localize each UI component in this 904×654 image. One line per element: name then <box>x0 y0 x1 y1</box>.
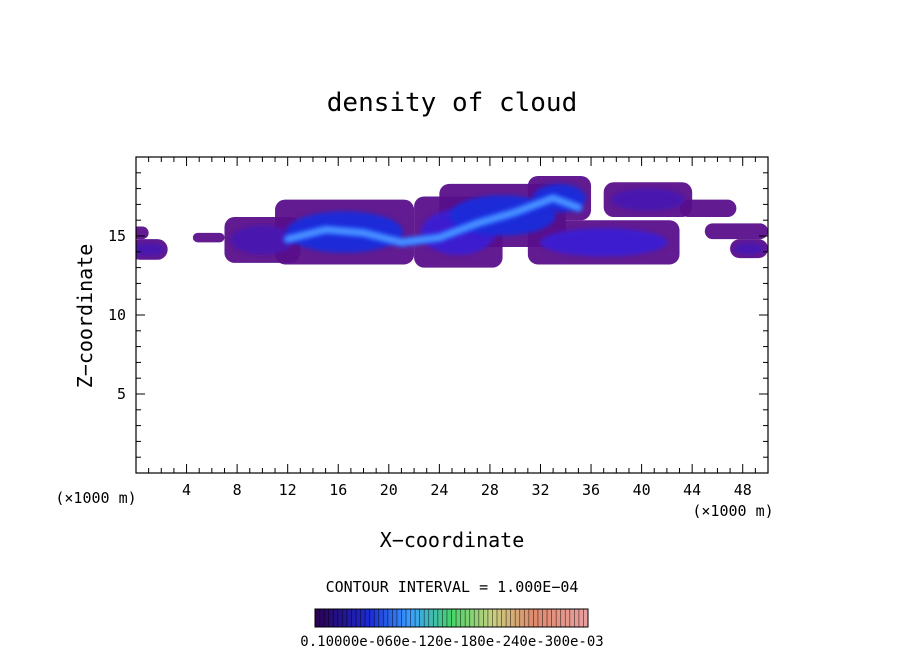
cloud-region-core <box>136 242 165 257</box>
y-tick-label: 15 <box>108 227 126 245</box>
x-tick-label: 44 <box>683 481 701 499</box>
x-tick-label: 40 <box>633 481 651 499</box>
cloud-region-outer <box>679 199 737 218</box>
y-tick-label: 5 <box>117 385 126 403</box>
y-tick-label: 10 <box>108 306 126 324</box>
colorbar-tick-labels: 0.10000e-060e-120e-180e-240e-300e-03 <box>300 634 603 650</box>
x-tick-label: 16 <box>329 481 347 499</box>
chart-title: density of cloud <box>327 88 577 118</box>
x-tick-label: 12 <box>279 481 297 499</box>
cloud-peak-band <box>286 196 580 244</box>
x-tick-label: 4 <box>182 481 191 499</box>
cloud-region-outer <box>704 223 768 240</box>
x-tick-label: 48 <box>734 481 752 499</box>
x-tick-label: 32 <box>531 481 549 499</box>
x-tick-label: 24 <box>430 481 448 499</box>
colorbar <box>314 608 589 628</box>
x-tick-label: 8 <box>233 481 242 499</box>
x-tick-label: 36 <box>582 481 600 499</box>
x-unit-left: (×1000 m) <box>55 489 136 507</box>
contour-interval-text: CONTOUR INTERVAL = 1.000E−04 <box>326 578 579 596</box>
x-unit-right: (×1000 m) <box>692 502 773 520</box>
y-axis-ticks: 5 10 15 <box>108 172 768 458</box>
cloud-region-core <box>539 228 668 257</box>
x-tick-label: 28 <box>481 481 499 499</box>
x-tick-label: 20 <box>380 481 398 499</box>
cloud-region-core <box>733 242 765 255</box>
cloud-region-core <box>610 188 686 211</box>
x-axis-label: X−coordinate <box>380 528 525 552</box>
cloud-region-outer <box>192 232 225 243</box>
x-axis-ticks: 4 8 12 16 20 24 28 32 36 40 44 48 <box>148 157 756 499</box>
plot-area <box>136 175 768 268</box>
cloud-region-core <box>230 225 295 255</box>
cloud-region-outer <box>136 226 149 240</box>
y-axis-label: Z−coordinate <box>73 244 97 389</box>
